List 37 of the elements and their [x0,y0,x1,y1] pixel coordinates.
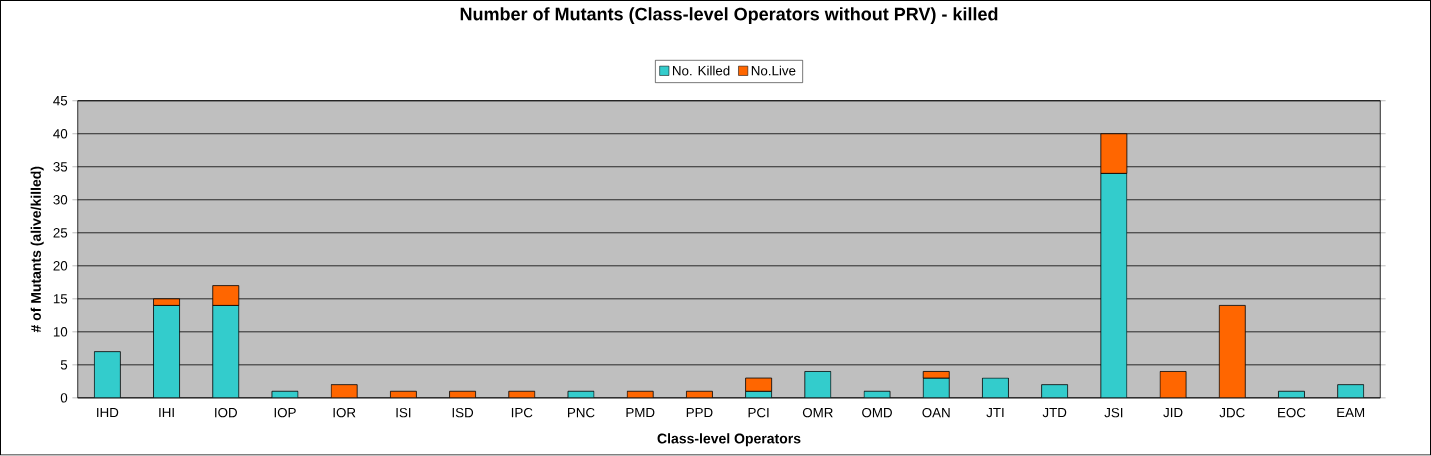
y-tick-label: 20 [53,261,68,271]
x-tick-label: IOP [274,408,296,418]
x-tick-label: OMR [802,408,833,418]
x-tick-label: ISI [396,408,411,418]
x-tick-label: PCI [748,408,769,418]
chart-title: Number of Mutants (Class-level Operators without PRV) - killed [460,7,998,25]
y-tick-label: 5 [60,360,68,370]
x-tick-label: IHI [159,408,174,418]
x-tick-label: JID [1163,408,1183,418]
y-tick-label: 40 [53,129,68,139]
x-tick-label: JTI [986,408,1004,418]
y-axis-title: # of Mutants (alive/killed) [30,166,44,333]
x-tick-label: IHD [97,408,119,418]
legend-label: No. Killed [672,65,730,76]
legend-label: No.Live [751,65,796,76]
y-tick-label: 15 [53,294,68,304]
y-tick-label: 0 [60,393,68,403]
x-tick-label: IPC [511,408,533,418]
y-tick-label: 45 [53,96,68,106]
x-tick-label: ISD [452,408,474,418]
x-tick-label: IOD [215,408,237,418]
x-tick-label: PPD [686,408,713,418]
y-tick-label: 30 [53,195,68,205]
x-axis-title: Class-level Operators [657,433,801,447]
x-tick-label: EOC [1278,408,1306,418]
x-tick-label: JSI [1104,408,1123,418]
x-tick-label: PMD [626,408,655,418]
x-tick-label: EAM [1337,408,1365,418]
x-tick-label: JTD [1042,408,1067,418]
y-tick-label: 10 [53,327,68,337]
y-tick-label: 35 [53,162,68,172]
x-tick-label: OAN [922,408,950,418]
y-tick-label: 25 [53,228,68,238]
x-tick-label: PNC [568,408,595,418]
x-tick-label: JDC [1219,408,1245,418]
x-tick-label: IOR [333,408,356,418]
x-tick-label: OMD [862,408,892,418]
